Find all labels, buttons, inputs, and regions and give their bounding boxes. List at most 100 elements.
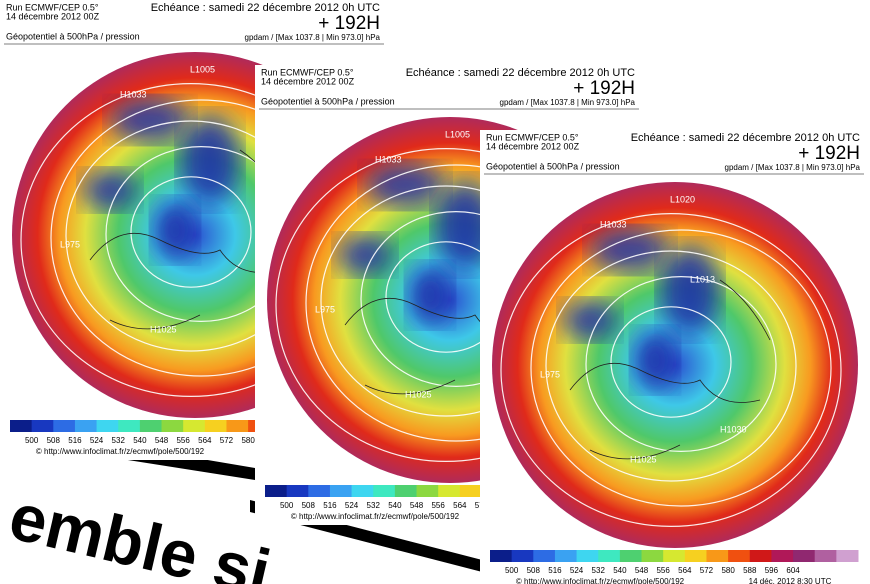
colorbar-swatch [663, 550, 685, 562]
map-panel: Run ECMWF/CEP 0.5°14 décembre 2012 00ZEc… [480, 130, 870, 584]
colorbar-swatch [330, 485, 352, 497]
colorbar-swatch [728, 550, 750, 562]
colorbar-label: 532 [367, 501, 381, 510]
colorbar-label: 548 [410, 501, 424, 510]
colorbar-swatch [577, 550, 599, 562]
colorbar-label: 540 [613, 566, 627, 575]
pressure-label: H1030 [720, 424, 747, 434]
field-label: Géopotentiel à 500hPa / pression [261, 96, 395, 106]
colorbar-swatch [118, 420, 140, 432]
colorbar-swatch [836, 550, 858, 562]
time-stamp: 14 déc. 2012 8:30 UTC [749, 577, 832, 584]
pressure-label: L975 [60, 239, 80, 249]
run-date: 14 décembre 2012 00Z [6, 11, 100, 21]
colorbar-swatch [533, 550, 555, 562]
colorbar-swatch [706, 550, 728, 562]
colorbar-swatch [140, 420, 162, 432]
colorbar-swatch [815, 550, 837, 562]
pressure-label: H1025 [630, 454, 657, 464]
colorbar-label: 564 [198, 436, 212, 445]
colorbar-swatch [512, 550, 534, 562]
pressure-label: L1020 [670, 194, 695, 204]
forecast-hour: + 192H [798, 143, 860, 164]
pressure-label: L975 [315, 304, 335, 314]
colorbar-label: 524 [345, 501, 359, 510]
colorbar-label: 564 [678, 566, 692, 575]
colorbar-label: 532 [112, 436, 126, 445]
colorbar-label: 572 [220, 436, 234, 445]
colorbar-label: 596 [765, 566, 779, 575]
pressure-label: H1033 [375, 154, 402, 164]
colorbar-swatch [75, 420, 97, 432]
colorbar-swatch [226, 420, 248, 432]
colorbar-label: 508 [47, 436, 61, 445]
colorbar-label: 588 [743, 566, 757, 575]
colorbar-label: 556 [176, 436, 190, 445]
pressure-label: L1013 [690, 274, 715, 284]
colorbar-label: 548 [155, 436, 169, 445]
colorbar-label: 532 [592, 566, 606, 575]
pressure-label: L1005 [190, 64, 215, 74]
colorbar-swatch [265, 485, 287, 497]
colorbar-swatch [162, 420, 184, 432]
units-label: gpdam / [Max 1037.8 | Min 973.0] hPa [245, 33, 381, 42]
page: emble si Run ECMWF/CEP 0.5°14 décembre 2… [0, 0, 870, 584]
panels: Run ECMWF/CEP 0.5°14 décembre 2012 00ZEc… [0, 0, 870, 584]
source-footer: © http://www.infoclimat.fr/z/ecmwf/pole/… [516, 577, 685, 584]
low-area [408, 265, 452, 325]
pressure-label: L975 [540, 369, 560, 379]
colorbar-swatch [308, 485, 330, 497]
colorbar-label: 524 [570, 566, 584, 575]
colorbar-swatch [287, 485, 309, 497]
colorbar-swatch [352, 485, 374, 497]
colorbar-label: 556 [431, 501, 445, 510]
units-label: gpdam / [Max 1037.8 | Min 973.0] hPa [725, 163, 861, 172]
banner-text: emble si [3, 479, 277, 584]
colorbar-swatch [460, 485, 482, 497]
colorbar-swatch [642, 550, 664, 562]
pressure-label: H1033 [120, 89, 147, 99]
colorbar-swatch [10, 420, 32, 432]
forecast-hour: + 192H [573, 78, 635, 99]
colorbar-swatch [183, 420, 205, 432]
colorbar-label: 500 [280, 501, 294, 510]
colorbar-swatch [793, 550, 815, 562]
colorbar-label: 580 [241, 436, 255, 445]
colorbar-swatch [32, 420, 54, 432]
colorbar-label: 564 [453, 501, 467, 510]
colorbar-label: 572 [700, 566, 714, 575]
colorbar-label: 500 [505, 566, 519, 575]
colorbar-swatch [438, 485, 460, 497]
colorbar-swatch [555, 550, 577, 562]
colorbar-label: 524 [90, 436, 104, 445]
colorbar-label: 604 [786, 566, 800, 575]
colorbar-swatch [97, 420, 119, 432]
pressure-label: L1005 [445, 129, 470, 139]
colorbar-swatch [620, 550, 642, 562]
colorbar-label: 508 [302, 501, 316, 510]
colorbar-label: 580 [721, 566, 735, 575]
colorbar-label: 548 [635, 566, 649, 575]
forecast-hour: + 192H [318, 13, 380, 34]
colorbar-swatch [395, 485, 417, 497]
colorbar-swatch [53, 420, 75, 432]
colorbar-label: 540 [388, 501, 402, 510]
colorbar-swatch [685, 550, 707, 562]
low-area [153, 200, 197, 260]
source-footer: © http://www.infoclimat.fr/z/ecmwf/pole/… [36, 447, 205, 456]
colorbar-swatch [373, 485, 395, 497]
colorbar-label: 516 [323, 501, 337, 510]
colorbar-swatch [771, 550, 793, 562]
colorbar-label: 516 [68, 436, 82, 445]
colorbar-swatch [205, 420, 227, 432]
pressure-label: H1025 [405, 389, 432, 399]
colorbar-label: 516 [548, 566, 562, 575]
colorbar-swatch [417, 485, 439, 497]
pressure-label: H1025 [150, 324, 177, 334]
colorbar-label: 500 [25, 436, 39, 445]
field-label: Géopotentiel à 500hPa / pression [6, 31, 140, 41]
colorbar-label: 556 [656, 566, 670, 575]
run-date: 14 décembre 2012 00Z [261, 76, 355, 86]
source-footer: © http://www.infoclimat.fr/z/ecmwf/pole/… [291, 512, 460, 521]
colorbar-label: 540 [133, 436, 147, 445]
